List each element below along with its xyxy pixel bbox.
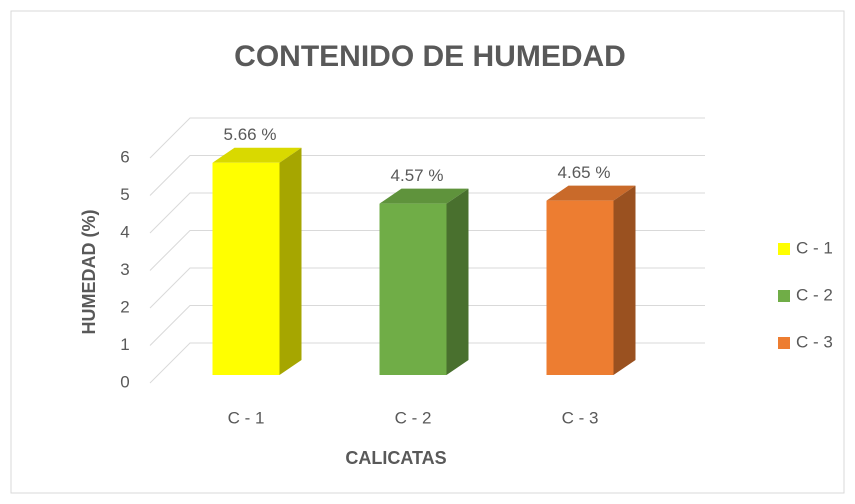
x-tick-label: C - 1 xyxy=(228,408,265,427)
y-tick-label: 5 xyxy=(120,185,129,204)
x-tick-label: C - 3 xyxy=(562,408,599,427)
grid-line xyxy=(149,117,705,159)
grid-line xyxy=(149,192,705,234)
bar-top xyxy=(379,188,469,204)
legend-swatch xyxy=(778,337,790,349)
y-tick-label: 6 xyxy=(120,147,129,166)
bar-side xyxy=(446,188,469,375)
grid-line xyxy=(149,342,705,384)
grid-line xyxy=(149,267,705,309)
data-label: 4.57 % xyxy=(391,166,444,185)
x-tick-label: C - 2 xyxy=(395,408,432,427)
chart-title: CONTENIDO DE HUMEDAD xyxy=(234,40,626,73)
bar-side xyxy=(613,185,636,375)
bar-top xyxy=(212,147,302,163)
y-tick-label: 1 xyxy=(120,335,129,354)
y-tick-label: 4 xyxy=(120,222,129,241)
grid-line xyxy=(149,230,705,271)
bar xyxy=(212,162,280,375)
legend-label: C - 1 xyxy=(796,238,833,257)
legend-label: C - 2 xyxy=(796,285,833,304)
data-label: 4.65 % xyxy=(558,163,611,182)
bar-top xyxy=(546,185,636,201)
x-axis-label: CALICATAS xyxy=(345,448,446,468)
grid-line xyxy=(149,305,705,346)
bar xyxy=(546,200,614,375)
bar-side xyxy=(279,147,302,375)
data-label: 5.66 % xyxy=(224,125,277,144)
grid-line xyxy=(149,155,705,196)
legend-swatch xyxy=(778,243,790,255)
y-tick-label: 0 xyxy=(120,372,129,391)
y-axis-label: HUMEDAD (%) xyxy=(79,210,99,335)
bar xyxy=(379,203,447,375)
y-tick-label: 2 xyxy=(120,297,129,316)
legend-label: C - 3 xyxy=(796,332,833,351)
legend-swatch xyxy=(778,290,790,302)
y-tick-label: 3 xyxy=(120,260,129,279)
